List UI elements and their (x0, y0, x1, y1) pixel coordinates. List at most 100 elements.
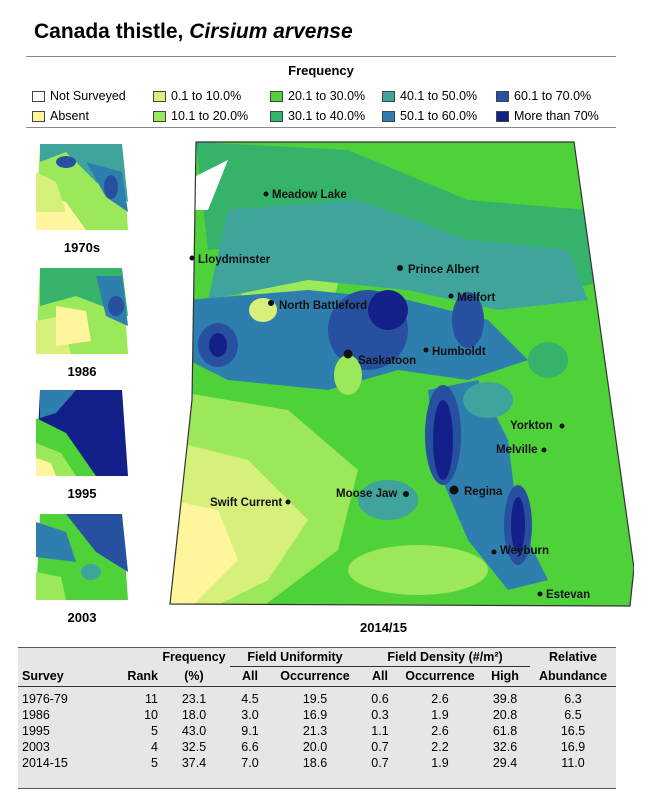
thumbnail-label: 1995 (67, 486, 97, 501)
cell: 7.0 (241, 755, 259, 770)
thumbnail-map-2003: 2003 (36, 512, 128, 625)
thumbnail-map-graphic (36, 144, 128, 230)
city-label: Lloydminster (198, 254, 271, 266)
cell: 2014-15 (22, 755, 68, 770)
cell: 11.0 (561, 755, 585, 770)
legend-item-50-60: 50.1 to 60.0% (382, 109, 477, 123)
col-header: (%) (184, 668, 204, 683)
cell: 18.0 (181, 707, 207, 722)
legend-title: Frequency (288, 63, 354, 78)
header-field-uniformity: Field Uniformity (230, 648, 360, 667)
cell: 0.3 (371, 707, 389, 722)
legend-item-10-20: 10.1 to 20.0% (153, 109, 248, 123)
cell: 6.3 (564, 691, 582, 706)
legend-swatch (496, 90, 509, 102)
cell: 61.8 (492, 723, 518, 738)
city-label: Prince Albert (408, 264, 479, 276)
survey-data-table: Frequency Field Uniformity Field Density… (18, 647, 616, 789)
cell: 43.0 (181, 723, 207, 738)
cell: 4.5 (241, 691, 259, 706)
city-label: Melfort (457, 292, 496, 304)
title-latin-name: Cirsium arvense (189, 20, 353, 43)
legend-item-20-30: 20.1 to 30.0% (270, 89, 365, 103)
legend-label: Not Surveyed (50, 89, 126, 103)
city-label: Saskatoon (358, 355, 416, 367)
cell: 32.6 (492, 739, 518, 754)
title-common-name: Canada thistle, (34, 20, 184, 43)
header-field-density: Field Density (#/m²) (360, 648, 530, 667)
city-label: Yorkton (510, 420, 553, 432)
cell: 4 (151, 739, 158, 754)
cell: 32.5 (181, 739, 207, 754)
cell: 1976-79 (22, 691, 68, 706)
city-label: Swift Current (210, 497, 282, 509)
col-header: Rank (127, 668, 158, 683)
cell: 2003 (22, 739, 50, 754)
legend-swatch (270, 110, 283, 122)
cell: 1995 (22, 723, 50, 738)
legend-item-40-50: 40.1 to 50.0% (382, 89, 477, 103)
header-relative: Relative (549, 650, 597, 664)
table-row: 2003 4 32.5 6.6 20.0 0.7 2.2 32.6 16.9 (18, 739, 616, 755)
legend-swatch (382, 90, 395, 102)
col-header: Abundance (538, 668, 608, 683)
col-header: All (372, 669, 388, 683)
thumbnail-map-graphic (36, 514, 128, 600)
legend-label: 60.1 to 70.0% (514, 89, 592, 103)
cell: 0.7 (371, 739, 389, 754)
legend-swatch (153, 90, 166, 102)
cell: 1.9 (431, 707, 449, 722)
city-markers: Meadow Lake Lloydminster Prince Albert M… (189, 189, 590, 601)
city-label: Estevan (546, 589, 590, 601)
cell: 16.9 (302, 707, 328, 722)
cell: 20.8 (492, 707, 518, 722)
frequency-legend: Frequency Not Surveyed Absent 0.1 to 10.… (26, 56, 616, 128)
city-label: Moose Jaw (336, 488, 397, 500)
cell: 10 (144, 707, 158, 722)
cell: 0.6 (371, 691, 389, 706)
cell: 1986 (22, 707, 50, 722)
cell: 11 (145, 691, 158, 706)
cell: 1.9 (431, 755, 449, 770)
thumbnail-label: 2003 (67, 610, 97, 625)
city-label: Regina (464, 486, 503, 498)
city-label: Humboldt (432, 346, 486, 358)
header-frequency: Frequency (162, 650, 226, 664)
cell: 3.0 (241, 707, 259, 722)
cell: 29.4 (492, 755, 518, 770)
legend-item-0-10: 0.1 to 10.0% (153, 89, 241, 103)
cell: 6.5 (564, 707, 582, 722)
cell: 2.6 (431, 723, 449, 738)
legend-label: 50.1 to 60.0% (400, 109, 478, 123)
col-header: High (491, 669, 519, 683)
city-label: North Battleford (279, 300, 367, 312)
thumbnail-map-1986: 1986 (36, 266, 128, 379)
legend-item-30-40: 30.1 to 40.0% (270, 109, 365, 123)
col-header: All (242, 669, 258, 683)
cell: 5 (151, 723, 158, 738)
cell: 16.9 (560, 739, 586, 754)
legend-label: More than 70% (514, 109, 599, 123)
city-label: Weyburn (500, 545, 549, 557)
thumbnail-map-1995: 1995 (36, 388, 128, 501)
main-map-label: 2014/15 (360, 620, 407, 635)
col-header: Survey (22, 668, 64, 683)
cell: 2.6 (431, 691, 449, 706)
cell: 18.6 (302, 755, 328, 770)
cell: 5 (151, 755, 158, 770)
thumbnail-map-1970s: 1970s (36, 142, 128, 255)
cell: 6.6 (241, 739, 259, 754)
col-header: Occurrence (280, 669, 350, 683)
legend-swatch (153, 110, 166, 122)
city-label: Meadow Lake (272, 189, 347, 201)
cell: 21.3 (302, 723, 328, 738)
cell: 37.4 (181, 755, 207, 770)
legend-label: Absent (50, 109, 89, 123)
cell: 16.5 (560, 723, 586, 738)
legend-label: 20.1 to 30.0% (288, 89, 366, 103)
legend-swatch (382, 110, 395, 122)
city-label: Melville (496, 444, 538, 456)
cell: 23.1 (181, 691, 207, 706)
cell: 19.5 (302, 691, 328, 706)
thumbnail-map-graphic (36, 390, 128, 476)
